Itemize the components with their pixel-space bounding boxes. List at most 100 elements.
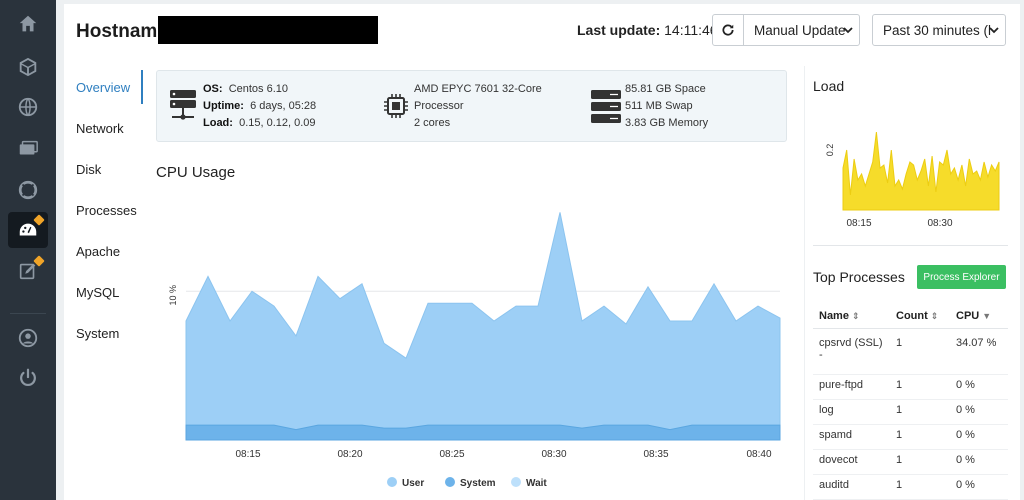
redacted-hostname	[158, 16, 378, 44]
process-count: 1	[890, 374, 950, 400]
table-row[interactable]: auditd 1 0 %	[813, 474, 1008, 500]
os-info: OS: Centos 6.10 Uptime: 6 days, 05:28 Lo…	[203, 81, 316, 132]
legend-swatch	[445, 477, 455, 487]
process-cpu: 0 %	[950, 449, 1008, 475]
cpu-usage-chart: 10 % 08:15 08:20 08:25 08:30 08:35 08:40 User Sy…	[168, 212, 781, 489]
process-count: 1	[890, 399, 950, 425]
cpu-info: AMD EPYC 7601 32-Core Processor 2 cores	[414, 81, 542, 132]
active-tab-indicator	[141, 70, 143, 104]
legend-label: System	[460, 478, 496, 489]
time-range-value: Past 30 minutes (l	[883, 22, 992, 38]
main-panel: Hostname Last update: 14:11:46 Manual Up…	[64, 4, 1020, 500]
cpu-usage-title: CPU Usage	[156, 164, 236, 181]
tab-mysql[interactable]: MySQL	[76, 285, 120, 300]
user-icon[interactable]	[8, 320, 48, 356]
table-row[interactable]: pure-ftpd 1 0 %	[813, 374, 1008, 400]
sort-icon: ⇕	[930, 311, 939, 321]
x-tick-label: 08:30	[541, 449, 566, 460]
tab-processes[interactable]: Processes	[76, 203, 137, 218]
disk-space: 85.81 GB Space	[625, 83, 706, 95]
table-row[interactable]: spamd 1 0 %	[813, 424, 1008, 450]
x-tick-label: 08:15	[846, 218, 871, 229]
swap-size: 511 MB Swap	[625, 100, 693, 112]
table-row[interactable]: log 1 0 %	[813, 399, 1008, 425]
name-column-header[interactable]: Name ⇕	[813, 304, 890, 329]
process-count: 1	[890, 328, 950, 375]
process-cpu: 0 %	[950, 374, 1008, 400]
top-processes-title: Top Processes	[813, 269, 905, 285]
tab-overview[interactable]: Overview	[76, 80, 131, 95]
load-title: Load	[813, 78, 845, 94]
x-tick-label: 08:35	[643, 449, 668, 460]
sidebar-rail	[0, 0, 56, 500]
cpu-cores: 2 cores	[414, 117, 451, 129]
process-cpu: 0 %	[950, 399, 1008, 425]
update-mode-select[interactable]: Manual Update	[743, 14, 860, 46]
chevron-down-icon	[989, 27, 999, 34]
table-row[interactable]: cpsrvd (SSL) - 1 34.07 %	[813, 328, 1008, 375]
x-tick-label: 08:25	[439, 449, 464, 460]
legend-swatch	[387, 477, 397, 487]
home-icon[interactable]	[8, 6, 48, 42]
x-tick-label: 08:40	[746, 449, 771, 460]
x-tick-label: 08:20	[337, 449, 362, 460]
last-update: Last update: 14:11:46	[577, 22, 718, 38]
process-count: 1	[890, 449, 950, 475]
sort-icon: ⇕	[851, 311, 860, 321]
chevron-down-icon	[843, 27, 853, 34]
legend-label: Wait	[526, 478, 547, 489]
process-cpu: 34.07 %	[950, 328, 1008, 375]
server-icon	[170, 90, 196, 120]
dashboard-icon[interactable]	[8, 212, 48, 248]
x-tick-label: 08:15	[235, 449, 260, 460]
cube-icon[interactable]	[8, 49, 48, 85]
tab-system[interactable]: System	[76, 326, 120, 341]
name-header-label: Name	[819, 310, 849, 322]
process-cpu: 0 %	[950, 424, 1008, 450]
uptime-value: 6 days, 05:28	[250, 100, 317, 112]
sort-desc-icon: ▼	[982, 311, 992, 321]
process-count: 1	[890, 474, 950, 500]
legend-swatch	[511, 477, 521, 487]
count-header-label: Count	[896, 310, 928, 322]
y-tick-label: 10 %	[168, 285, 178, 306]
process-name: pure-ftpd	[813, 374, 890, 400]
cpu-model: AMD EPYC 7601 32-Core	[414, 83, 542, 95]
process-name: log	[813, 399, 890, 425]
process-name: dovecot	[813, 449, 890, 475]
y-tick-label: 0.2	[825, 144, 835, 157]
column-divider	[804, 66, 805, 500]
storage-info: 85.81 GB Space 511 MB Swap 3.83 GB Memor…	[625, 81, 708, 132]
table-header-row: Name ⇕ Count ⇕ CPU ▼	[813, 304, 1008, 329]
page-title: Hostname	[76, 21, 168, 42]
tab-apache[interactable]: Apache	[76, 244, 121, 259]
time-range-select[interactable]: Past 30 minutes (l	[872, 14, 1006, 46]
top-processes-table: Name ⇕ Count ⇕ CPU ▼ cpsrvd (SSL) - 1 34.07…	[813, 304, 1008, 500]
rail-divider	[10, 313, 46, 314]
process-count: 1	[890, 424, 950, 450]
last-update-time: 14:11:46	[664, 22, 718, 38]
refresh-button[interactable]	[712, 14, 744, 46]
count-column-header[interactable]: Count ⇕	[890, 304, 950, 329]
cpu-column-header[interactable]: CPU ▼	[950, 304, 1008, 329]
series-area-user	[185, 212, 781, 441]
tab-disk[interactable]: Disk	[76, 162, 102, 177]
card-icon[interactable]	[8, 131, 48, 167]
cpu-icon	[384, 94, 408, 118]
process-explorer-button[interactable]: Process Explorer	[917, 265, 1006, 289]
update-mode-value: Manual Update	[754, 22, 846, 38]
edit-icon[interactable]	[8, 253, 48, 289]
power-icon[interactable]	[8, 360, 48, 396]
tab-network[interactable]: Network	[76, 121, 124, 136]
process-name: cpsrvd (SSL) -	[813, 328, 890, 375]
refresh-icon	[722, 24, 734, 36]
table-row[interactable]: dovecot 1 0 %	[813, 449, 1008, 475]
uptime-label: Uptime:	[203, 100, 244, 112]
process-cpu: 0 %	[950, 474, 1008, 500]
globe-icon[interactable]	[8, 89, 48, 125]
lifebuoy-icon[interactable]	[8, 172, 48, 208]
os-value: Centos 6.10	[228, 83, 289, 95]
cpu-header-label: CPU	[956, 310, 980, 322]
load-series-area	[842, 131, 1000, 211]
series-area-system	[185, 424, 781, 441]
